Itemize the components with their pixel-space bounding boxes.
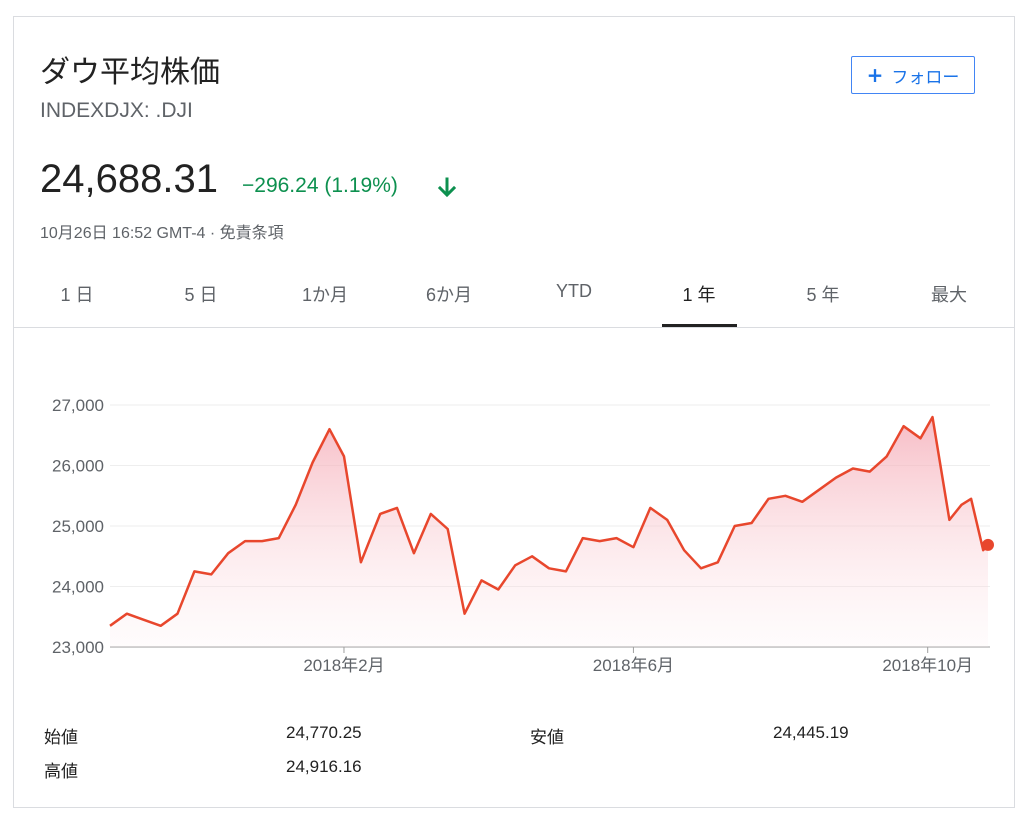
series-area [110,417,988,647]
stat-high-value: 24,916.16 [286,757,362,776]
tab-6-month[interactable]: 6か月 [425,285,472,305]
series-line [109,415,989,628]
range-tabs: 1 日 5 日 1か月 6か月 YTD 1 年 5 年 最大 [14,267,1014,328]
tab-1-year[interactable]: 1 年 [682,285,716,305]
x-tick-label: 2018年2月 [303,656,384,675]
quote-timestamp: 10月26日 16:52 GMT-4 · 免責条項 [40,225,284,242]
price-chart[interactable]: 27,000 26,000 25,000 24,000 23,000 2018年2月 201… [14,357,1014,702]
stat-low-label: 安値 [530,728,564,747]
tab-5-year[interactable]: 5 年 [806,285,840,305]
x-tick-label: 2018年6月 [593,656,674,675]
tab-1-month[interactable]: 1か月 [301,285,348,305]
tab-ytd[interactable]: YTD [556,281,592,301]
stat-open-value: 24,770.25 [286,723,362,742]
y-tick-label: 24,000 [52,578,104,597]
x-tick-label: 2018年10月 [882,656,973,675]
arrow-down-icon [437,177,457,198]
y-tick-label: 23,000 [52,638,104,657]
follow-button[interactable]: + フォロー [851,56,975,94]
price-change: −296.24 (1.19%) [242,174,398,197]
plus-icon: + [866,63,884,87]
y-tick-label: 25,000 [52,517,104,536]
last-point-marker [982,538,994,551]
active-tab-indicator [662,324,737,327]
tab-max[interactable]: 最大 [931,285,967,305]
current-price: 24,688.31 [40,157,218,201]
ticker-symbol: INDEXDJX: .DJI [40,99,193,122]
stock-card: ダウ平均株価 INDEXDJX: .DJI + フォロー 24,688.31 −… [13,16,1015,808]
tab-5-day[interactable]: 5 日 [184,285,218,305]
follow-label: フォロー [891,67,960,88]
stat-high-label: 高値 [44,762,78,781]
y-tick-label: 26,000 [52,457,104,476]
index-title: ダウ平均株価 [40,55,220,90]
stat-low-value: 24,445.19 [773,723,849,742]
tab-1-day[interactable]: 1 日 [60,285,94,305]
stat-open-label: 始値 [44,728,78,747]
y-tick-label: 27,000 [52,396,104,415]
